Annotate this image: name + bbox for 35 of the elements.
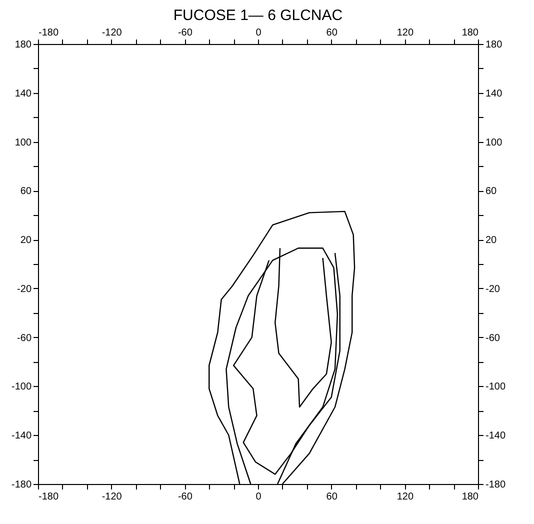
x-tick-label: -120 (102, 28, 122, 38)
y-tick-label: -20 (17, 284, 32, 295)
x-tick-label: 120 (396, 28, 414, 38)
x-tick-label: 0 (256, 28, 262, 38)
y-tick-label: 60 (20, 186, 32, 198)
y-tick-label: 140 (14, 88, 32, 100)
y-tick-label: -140 (11, 430, 32, 442)
x2-tick-label: -120 (102, 492, 122, 502)
x-tick-label: -180 (38, 28, 59, 38)
y2-tick-label: 180 (486, 40, 503, 50)
x2-tick-label: 60 (326, 492, 338, 502)
y2-tick-label: -140 (486, 430, 506, 442)
y2-tick-label: -100 (486, 382, 506, 393)
x2-tick-label: 120 (396, 492, 414, 502)
x2-tick-label: -60 (178, 492, 193, 502)
y2-tick-label: 100 (486, 137, 503, 148)
x2-tick-label: -180 (38, 492, 59, 502)
y-tick-label: -180 (11, 480, 32, 490)
y-tick-label: 100 (14, 137, 32, 148)
y2-tick-label: -180 (486, 480, 506, 490)
x2-tick-label: 180 (462, 492, 479, 502)
y-tick-label: 20 (20, 235, 32, 246)
y2-tick-label: 60 (486, 186, 498, 198)
x-tick-label: -60 (178, 28, 193, 38)
x2-tick-label: 0 (256, 492, 262, 502)
y2-tick-label: -20 (486, 284, 500, 295)
y2-tick-label: 140 (486, 88, 503, 100)
chart-title: FUCOSE 1— 6 GLCNAC (173, 7, 343, 24)
y2-tick-label: -60 (486, 332, 500, 344)
y-tick-label: -60 (17, 332, 32, 344)
x-tick-label: 180 (462, 28, 479, 38)
x-tick-label: 60 (326, 28, 338, 38)
y-tick-label: 180 (14, 40, 32, 50)
y-tick-label: -100 (11, 382, 32, 393)
y2-tick-label: 20 (486, 235, 498, 246)
